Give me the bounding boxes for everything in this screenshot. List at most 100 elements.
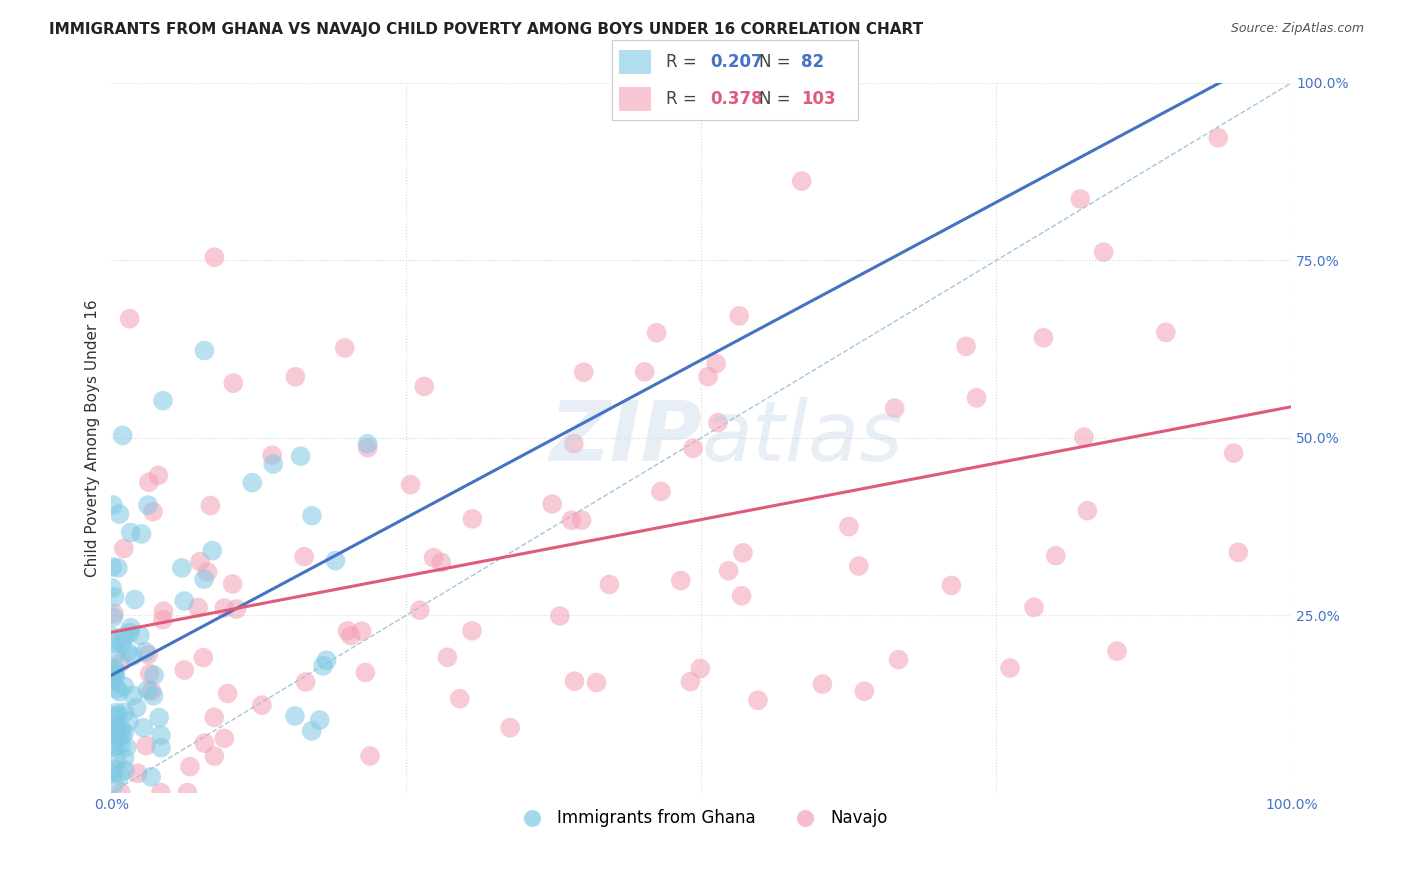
Navajo bbox=[339, 629, 361, 643]
Immigrants from Ghana bbox=[111, 428, 134, 442]
Immigrants from Ghana bbox=[115, 739, 138, 754]
Navajo bbox=[422, 550, 444, 565]
Navajo bbox=[955, 339, 977, 353]
Navajo bbox=[294, 675, 316, 690]
Immigrants from Ghana bbox=[101, 581, 124, 595]
Immigrants from Ghana bbox=[101, 719, 124, 733]
Navajo bbox=[966, 391, 988, 405]
Navajo bbox=[135, 739, 157, 753]
Navajo bbox=[409, 603, 432, 617]
Immigrants from Ghana bbox=[103, 740, 125, 755]
Immigrants from Ghana bbox=[103, 709, 125, 723]
Navajo bbox=[202, 710, 225, 724]
Navajo bbox=[572, 365, 595, 379]
Navajo bbox=[1206, 131, 1229, 145]
Navajo bbox=[148, 468, 170, 483]
Immigrants from Ghana bbox=[101, 766, 124, 780]
Navajo bbox=[187, 600, 209, 615]
Navajo bbox=[221, 577, 243, 591]
Navajo bbox=[136, 648, 159, 662]
Navajo bbox=[853, 684, 876, 698]
Navajo bbox=[262, 448, 284, 462]
Immigrants from Ghana bbox=[108, 768, 131, 782]
Immigrants from Ghana bbox=[110, 738, 132, 752]
Immigrants from Ghana bbox=[105, 723, 128, 737]
Navajo bbox=[103, 607, 125, 621]
Navajo bbox=[217, 686, 239, 700]
Navajo bbox=[1045, 549, 1067, 563]
Navajo bbox=[225, 602, 247, 616]
Immigrants from Ghana bbox=[262, 457, 284, 471]
Text: R =: R = bbox=[666, 53, 702, 70]
Immigrants from Ghana bbox=[112, 679, 135, 693]
Bar bbox=[619, 87, 651, 111]
Immigrants from Ghana bbox=[325, 553, 347, 567]
Immigrants from Ghana bbox=[315, 653, 337, 667]
Navajo bbox=[541, 497, 564, 511]
Immigrants from Ghana bbox=[103, 739, 125, 753]
Immigrants from Ghana bbox=[103, 762, 125, 776]
Navajo bbox=[430, 556, 453, 570]
Navajo bbox=[669, 574, 692, 588]
Text: 0.378: 0.378 bbox=[710, 90, 762, 108]
Navajo bbox=[399, 477, 422, 491]
Navajo bbox=[142, 505, 165, 519]
Text: R =: R = bbox=[666, 90, 702, 108]
Immigrants from Ghana bbox=[114, 764, 136, 778]
Text: ZIP: ZIP bbox=[548, 397, 702, 478]
Navajo bbox=[188, 555, 211, 569]
Navajo bbox=[110, 786, 132, 800]
Immigrants from Ghana bbox=[111, 723, 134, 737]
Navajo bbox=[357, 441, 380, 455]
Immigrants from Ghana bbox=[112, 725, 135, 739]
Immigrants from Ghana bbox=[136, 683, 159, 698]
Navajo bbox=[499, 721, 522, 735]
Immigrants from Ghana bbox=[103, 777, 125, 791]
Immigrants from Ghana bbox=[103, 590, 125, 604]
Immigrants from Ghana bbox=[103, 661, 125, 675]
Navajo bbox=[697, 369, 720, 384]
Navajo bbox=[634, 365, 657, 379]
Immigrants from Ghana bbox=[143, 668, 166, 682]
Immigrants from Ghana bbox=[122, 689, 145, 703]
Navajo bbox=[127, 766, 149, 780]
Navajo bbox=[152, 613, 174, 627]
Navajo bbox=[284, 369, 307, 384]
Immigrants from Ghana bbox=[114, 751, 136, 765]
Immigrants from Ghana bbox=[105, 729, 128, 743]
Immigrants from Ghana bbox=[149, 728, 172, 742]
Immigrants from Ghana bbox=[142, 689, 165, 703]
Navajo bbox=[112, 541, 135, 556]
Navajo bbox=[202, 250, 225, 264]
Text: N =: N = bbox=[759, 53, 796, 70]
Navajo bbox=[152, 604, 174, 618]
Immigrants from Ghana bbox=[128, 628, 150, 642]
Navajo bbox=[202, 749, 225, 764]
Immigrants from Ghana bbox=[104, 664, 127, 678]
Immigrants from Ghana bbox=[100, 675, 122, 690]
Navajo bbox=[461, 512, 484, 526]
Navajo bbox=[110, 656, 132, 670]
Navajo bbox=[179, 759, 201, 773]
Navajo bbox=[728, 309, 751, 323]
Text: Source: ZipAtlas.com: Source: ZipAtlas.com bbox=[1230, 22, 1364, 36]
Immigrants from Ghana bbox=[148, 711, 170, 725]
Immigrants from Ghana bbox=[120, 621, 142, 635]
Navajo bbox=[848, 559, 870, 574]
Immigrants from Ghana bbox=[112, 706, 135, 720]
Navajo bbox=[1227, 545, 1250, 559]
Navajo bbox=[598, 577, 620, 591]
Navajo bbox=[200, 499, 222, 513]
Navajo bbox=[250, 698, 273, 713]
Navajo bbox=[650, 484, 672, 499]
Text: 103: 103 bbox=[801, 90, 835, 108]
Navajo bbox=[176, 786, 198, 800]
Navajo bbox=[141, 684, 163, 698]
Navajo bbox=[1073, 430, 1095, 444]
Immigrants from Ghana bbox=[111, 636, 134, 650]
Immigrants from Ghana bbox=[121, 648, 143, 663]
Navajo bbox=[1092, 245, 1115, 260]
Navajo bbox=[704, 357, 727, 371]
Immigrants from Ghana bbox=[136, 498, 159, 512]
Immigrants from Ghana bbox=[139, 770, 162, 784]
